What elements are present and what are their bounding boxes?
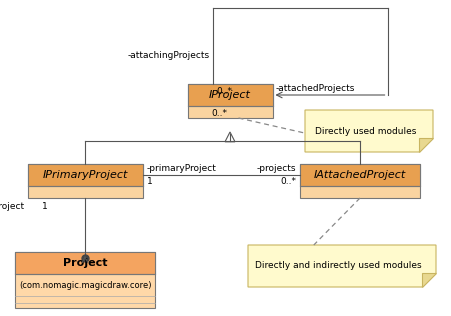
Text: -attachingProjects: -attachingProjects xyxy=(128,51,210,59)
Polygon shape xyxy=(225,132,235,142)
Text: 1: 1 xyxy=(146,177,152,186)
Text: +primaryProject: +primaryProject xyxy=(0,202,24,211)
Bar xyxy=(15,252,155,274)
Text: 0..*: 0..* xyxy=(216,87,231,96)
Text: IProject: IProject xyxy=(209,90,250,100)
Polygon shape xyxy=(248,245,435,287)
Text: IPrimaryProject: IPrimaryProject xyxy=(42,170,127,180)
Text: -projects: -projects xyxy=(256,164,295,173)
Text: Project: Project xyxy=(63,258,107,268)
Bar xyxy=(187,84,272,118)
Text: Directly and indirectly used modules: Directly and indirectly used modules xyxy=(255,262,421,270)
Text: (com.nomagic.magicdraw.core): (com.nomagic.magicdraw.core) xyxy=(18,282,151,290)
Bar xyxy=(299,164,419,186)
Polygon shape xyxy=(418,138,432,152)
Text: 0..*: 0..* xyxy=(279,177,295,186)
Bar xyxy=(28,164,142,186)
Bar xyxy=(28,164,142,198)
Text: -primaryProject: -primaryProject xyxy=(146,164,216,173)
Text: Directly used modules: Directly used modules xyxy=(314,126,415,136)
Polygon shape xyxy=(304,110,432,152)
Text: 1: 1 xyxy=(41,202,47,211)
Polygon shape xyxy=(421,273,435,287)
Text: 0..*: 0..* xyxy=(211,109,226,118)
Bar xyxy=(15,252,155,308)
Bar xyxy=(299,164,419,198)
Bar xyxy=(187,84,272,106)
Text: IAttachedProject: IAttachedProject xyxy=(313,170,405,180)
Text: -attachedProjects: -attachedProjects xyxy=(275,84,354,93)
